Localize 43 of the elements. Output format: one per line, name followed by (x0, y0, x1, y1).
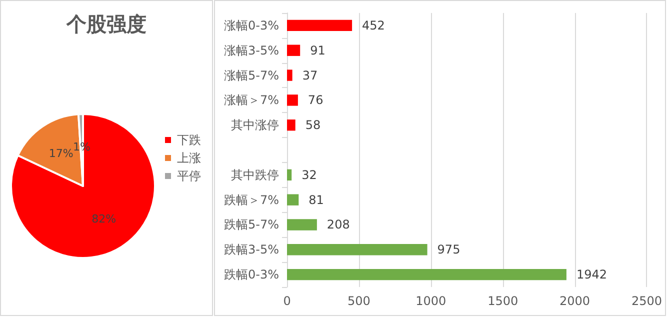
bar (287, 219, 317, 230)
y-tick-label: 跌幅3-5% (224, 242, 279, 257)
chart-title: 个股强度 (66, 12, 146, 36)
data-label: 452 (362, 18, 385, 32)
data-label: 975 (437, 242, 460, 257)
x-tick-label: 2500 (631, 294, 662, 308)
y-tick-label: 跌幅0-3% (224, 268, 279, 282)
bar (287, 194, 299, 206)
data-label: 17% (48, 147, 74, 160)
x-tick-label: 1500 (488, 294, 518, 308)
data-label: 37 (302, 68, 318, 82)
bar (287, 20, 352, 32)
y-tick-label: 涨幅5-7% (224, 68, 279, 82)
bar (287, 244, 428, 256)
y-tick-label: 其中涨停 (231, 118, 279, 132)
data-label: 1942 (576, 268, 607, 282)
data-label: 32 (302, 168, 317, 182)
y-tick-label: 其中跌停 (231, 168, 279, 182)
y-tick-label: 涨幅3-5% (224, 43, 279, 58)
data-label: 82% (92, 212, 116, 226)
bar (287, 119, 296, 131)
x-tick-label: 0 (283, 294, 291, 308)
y-tick-label: 涨幅0-3% (224, 18, 279, 32)
data-label: 81 (308, 192, 324, 207)
x-tick-label: 2000 (560, 294, 590, 308)
legend-label: 上涨 (177, 151, 201, 165)
legend-label: 平停 (177, 169, 201, 183)
bar (287, 44, 300, 56)
y-tick-label: 跌幅＞7% (224, 192, 279, 207)
bar (287, 268, 566, 280)
y-tick-label: 跌幅5-7% (224, 218, 279, 232)
legend-label: 下跌 (177, 133, 201, 147)
bar (287, 70, 292, 81)
bar (287, 169, 292, 181)
data-label: 58 (305, 118, 321, 132)
x-tick-label: 1000 (416, 294, 446, 308)
data-label: 1% (73, 140, 90, 154)
data-label: 91 (310, 43, 326, 58)
data-label: 76 (308, 93, 324, 108)
bar (287, 94, 298, 106)
data-label: 208 (326, 218, 350, 232)
x-tick-label: 500 (347, 294, 370, 308)
y-tick-label: 涨幅＞7% (224, 93, 279, 108)
